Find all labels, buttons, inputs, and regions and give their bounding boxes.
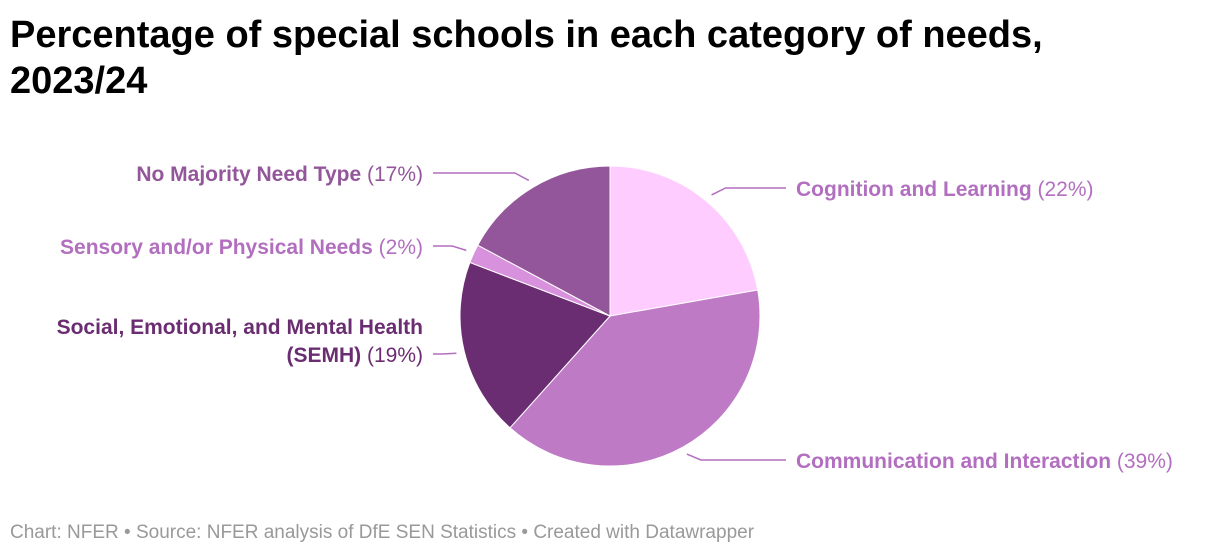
leader-line-cognition-and-learning bbox=[711, 187, 786, 196]
slice-label-name: Social, Emotional, and Mental Health bbox=[57, 316, 423, 339]
slice-label-value: (19%) bbox=[361, 344, 423, 367]
footer-separator: • bbox=[124, 522, 131, 543]
slice-label-communication-and-interaction: Communication and Interaction (39%) bbox=[796, 450, 1173, 473]
pie-slice-communication-and-interaction bbox=[509, 289, 761, 467]
leader-line-sensory-and-or-physical-needs bbox=[433, 245, 467, 252]
leader-line-no-majority-need-type bbox=[433, 172, 530, 182]
slice-label-sensory-and-or-physical-needs: Sensory and/or Physical Needs (2%) bbox=[60, 236, 423, 259]
footer-created-with: Created with Datawrapper bbox=[533, 522, 755, 543]
slice-label-value: (39%) bbox=[1111, 450, 1173, 473]
pie-slices bbox=[459, 165, 761, 467]
leader-line-social-emotional-and-mental-health-semh bbox=[433, 352, 457, 355]
footer-separator: • bbox=[521, 522, 529, 543]
slice-label-value: (22%) bbox=[1032, 178, 1094, 201]
slice-label-cognition-and-learning: Cognition and Learning (22%) bbox=[796, 178, 1094, 201]
chart-title: Percentage of special schools in each ca… bbox=[10, 14, 1043, 102]
slice-label-social-emotional-and-mental-health-semh: Social, Emotional, and Mental Health (SEM… bbox=[57, 316, 423, 367]
footer-source: Source: NFER analysis of DfE SEN Statist… bbox=[135, 522, 517, 543]
slice-labels: Cognition and Learning (22%) Communicatio… bbox=[57, 163, 1173, 473]
footer-chart-credit: Chart: NFER bbox=[10, 522, 119, 543]
pie-slice-no-majority-need-type bbox=[477, 165, 611, 317]
leader-lines bbox=[433, 172, 786, 461]
slice-label-value: (2%) bbox=[373, 236, 423, 259]
slice-label-name: Communication and Interaction bbox=[796, 450, 1111, 473]
slice-label-value: (17%) bbox=[361, 163, 423, 186]
chart-footer: Chart: NFER • Source: NFER analysis of D… bbox=[10, 522, 754, 544]
slice-label-name: Sensory and/or Physical Needs bbox=[60, 236, 373, 259]
slice-label-name: No Majority Need Type bbox=[136, 163, 361, 186]
slice-label-no-majority-need-type: No Majority Need Type (17%) bbox=[136, 163, 423, 186]
slice-label-name: Cognition and Learning bbox=[796, 178, 1032, 201]
pie-slice-cognition-and-learning bbox=[609, 165, 759, 317]
slice-label-name: (SEMH) bbox=[286, 344, 361, 367]
pie-slice-social-emotional-and-mental-health-semh bbox=[459, 261, 611, 429]
leader-line-communication-and-interaction bbox=[686, 453, 786, 461]
